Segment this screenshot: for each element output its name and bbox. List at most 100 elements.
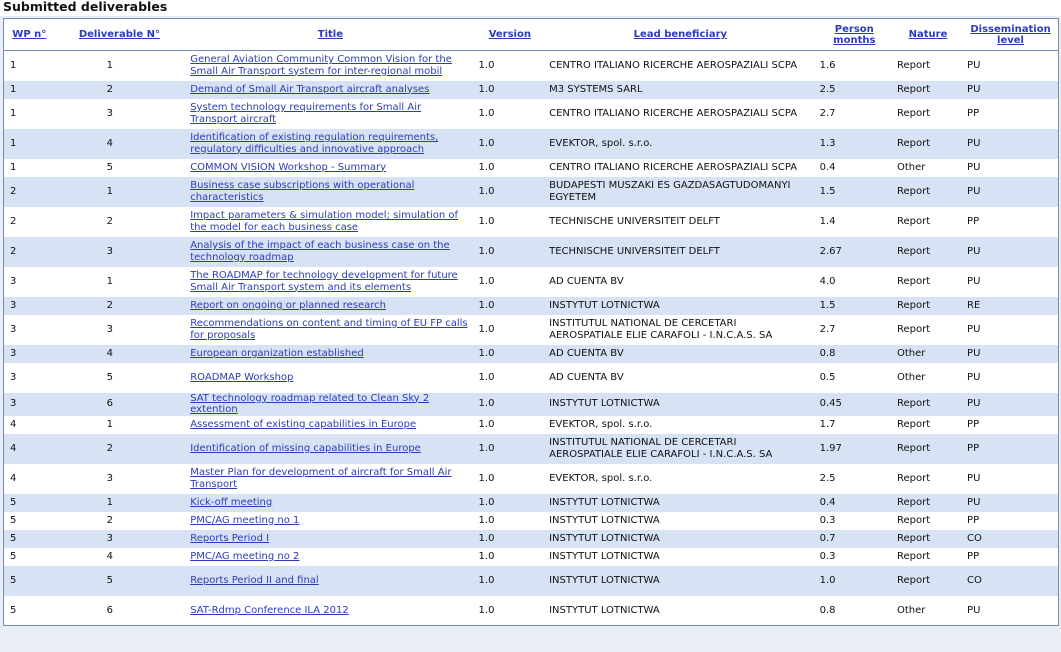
column-header-deliverable[interactable]: Deliverable N°	[52, 18, 187, 51]
deliverable-title-link[interactable]: Identification of existing regulation re…	[190, 132, 439, 155]
person-months-cell: 0.8	[815, 344, 893, 363]
lead-beneficiary-cell: M3 SYSTEMS SARL	[545, 80, 816, 99]
version-cell: 1.0	[474, 128, 546, 159]
version-cell: 1.0	[474, 511, 546, 530]
dissemination-level-cell: PU	[963, 176, 1059, 207]
dissemination-level-cell: PP	[963, 547, 1059, 566]
deliverable-title-link[interactable]: System technology requirements for Small…	[190, 102, 422, 125]
deliverable-title-link[interactable]: Master Plan for development of aircraft …	[190, 467, 452, 490]
nature-cell: Report	[893, 547, 964, 566]
version-cell: 1.0	[474, 493, 546, 512]
title-cell: Reports Period II and final	[186, 565, 475, 596]
title-cell: European organization established	[186, 344, 475, 363]
deliverable-title-link[interactable]: General Aviation Community Common Vision…	[190, 54, 452, 77]
title-cell: PMC/AG meeting no 1	[186, 511, 475, 530]
table-row: 4 3 Master Plan for development of aircraf…	[3, 463, 1059, 494]
wp-cell: 3	[3, 362, 53, 393]
deliverable-title-link[interactable]: Analysis of the impact of each business …	[190, 240, 450, 263]
wp-cell: 3	[3, 392, 53, 416]
person-months-cell: 2.67	[815, 236, 893, 267]
table-row: 5 4 PMC/AG meeting no 2 1.0 INSTYTUT LOTNICT…	[3, 547, 1059, 566]
deliverable-title-link[interactable]: ROADMAP Workshop	[190, 371, 294, 383]
column-header-wp[interactable]: WP n°	[3, 18, 53, 51]
deliverable-number-cell: 1	[52, 415, 187, 434]
version-cell: 1.0	[474, 158, 546, 177]
title-cell: Identification of missing capabilities i…	[186, 433, 475, 464]
deliverable-title-link[interactable]: SAT technology roadmap related to Clean …	[190, 392, 430, 416]
column-header-title[interactable]: Title	[186, 18, 475, 51]
title-cell: Demand of Small Air Transport aircraft a…	[186, 80, 475, 99]
column-header-version[interactable]: Version	[474, 18, 546, 51]
table-row: 3 4 European organization established 1.0 AD…	[3, 344, 1059, 363]
deliverable-title-link[interactable]: Impact parameters & simulation model; si…	[190, 210, 459, 233]
deliverable-title-link[interactable]: SAT-Rdmp Conference ILA 2012	[190, 604, 349, 616]
lead-beneficiary-cell: EVEKTOR, spol. s.r.o.	[545, 128, 816, 159]
deliverable-title-link[interactable]: Reports Period I	[190, 532, 270, 544]
person-months-cell: 1.7	[815, 415, 893, 434]
title-cell: Recommendations on content and timing of…	[186, 314, 475, 345]
deliverable-title-link[interactable]: Business case subscriptions with operati…	[190, 180, 415, 203]
version-cell: 1.0	[474, 362, 546, 393]
column-header-lead-beneficiary[interactable]: Lead beneficiary	[545, 18, 816, 51]
table-body: 1 1 General Aviation Community Common Visi…	[3, 50, 1059, 626]
deliverable-title-link[interactable]: Reports Period II and final	[190, 574, 319, 586]
version-cell: 1.0	[474, 463, 546, 494]
title-cell: COMMON VISION Workshop - Summary	[186, 158, 475, 177]
title-cell: Report on ongoing or planned research	[186, 296, 475, 315]
lead-beneficiary-cell: INSTYTUT LOTNICTWA	[545, 493, 816, 512]
lead-beneficiary-cell: INSTYTUT LOTNICTWA	[545, 595, 816, 626]
deliverable-title-link[interactable]: Demand of Small Air Transport aircraft a…	[190, 83, 430, 95]
version-cell: 1.0	[474, 98, 546, 129]
nature-cell: Report	[893, 80, 964, 99]
deliverable-number-cell: 2	[52, 296, 187, 315]
column-header-nature[interactable]: Nature	[893, 18, 964, 51]
lead-beneficiary-cell: INSTITUTUL NATIONAL DE CERCETARI AEROSPA…	[545, 433, 816, 464]
wp-cell: 2	[3, 176, 53, 207]
person-months-cell: 2.5	[815, 80, 893, 99]
table-row: 1 1 General Aviation Community Common Visi…	[3, 50, 1059, 81]
deliverable-title-link[interactable]: The ROADMAP for technology development f…	[190, 270, 458, 293]
dissemination-level-cell: PU	[963, 392, 1059, 416]
nature-cell: Other	[893, 595, 964, 626]
column-header-person-months[interactable]: Person months	[815, 18, 893, 51]
nature-cell: Report	[893, 529, 964, 548]
person-months-cell: 1.0	[815, 565, 893, 596]
deliverable-number-cell: 1	[52, 50, 187, 81]
lead-beneficiary-cell: CENTRO ITALIANO RICERCHE AEROSPAZIALI SC…	[545, 158, 816, 177]
deliverable-title-link[interactable]: PMC/AG meeting no 1	[190, 514, 300, 526]
deliverable-title-link[interactable]: Assessment of existing capabilities in E…	[190, 418, 417, 430]
dissemination-level-cell: PU	[963, 344, 1059, 363]
table-row: 3 6 SAT technology roadmap related to Clea…	[3, 392, 1059, 416]
deliverable-title-link[interactable]: Identification of missing capabilities i…	[190, 442, 421, 454]
nature-cell: Report	[893, 128, 964, 159]
nature-cell: Report	[893, 415, 964, 434]
person-months-cell: 2.5	[815, 463, 893, 494]
table-row: 5 3 Reports Period I 1.0 INSTYTUT LOTNICTWA 0…	[3, 529, 1059, 548]
dissemination-level-cell: PU	[963, 362, 1059, 393]
deliverable-title-link[interactable]: PMC/AG meeting no 2	[190, 550, 300, 562]
nature-cell: Report	[893, 296, 964, 315]
table-row: 2 3 Analysis of the impact of each busines…	[3, 236, 1059, 267]
title-cell: Kick-off meeting	[186, 493, 475, 512]
lead-beneficiary-cell: TECHNISCHE UNIVERSITEIT DELFT	[545, 206, 816, 237]
table-row: 5 5 Reports Period II and final 1.0 INSTYTUT…	[3, 565, 1059, 596]
page-title: Submitted deliverables	[0, 0, 1061, 16]
nature-cell: Other	[893, 158, 964, 177]
deliverable-number-cell: 2	[52, 433, 187, 464]
title-cell: Analysis of the impact of each business …	[186, 236, 475, 267]
deliverable-title-link[interactable]: European organization established	[190, 347, 364, 359]
deliverable-number-cell: 2	[52, 511, 187, 530]
nature-cell: Report	[893, 433, 964, 464]
deliverable-number-cell: 4	[52, 128, 187, 159]
dissemination-level-cell: PU	[963, 50, 1059, 81]
table-row: 2 1 Business case subscriptions with opera…	[3, 176, 1059, 207]
dissemination-level-cell: PU	[963, 493, 1059, 512]
deliverable-title-link[interactable]: Recommendations on content and timing of…	[190, 318, 468, 341]
deliverable-title-link[interactable]: Kick-off meeting	[190, 496, 273, 508]
deliverable-title-link[interactable]: Report on ongoing or planned research	[190, 299, 387, 311]
header-row: WP n° Deliverable N° Title Version Lead …	[3, 18, 1059, 51]
column-header-dissemination-level[interactable]: Dissemination level	[963, 18, 1059, 51]
person-months-cell: 2.7	[815, 98, 893, 129]
deliverable-title-link[interactable]: COMMON VISION Workshop - Summary	[190, 161, 387, 173]
title-cell: Business case subscriptions with operati…	[186, 176, 475, 207]
